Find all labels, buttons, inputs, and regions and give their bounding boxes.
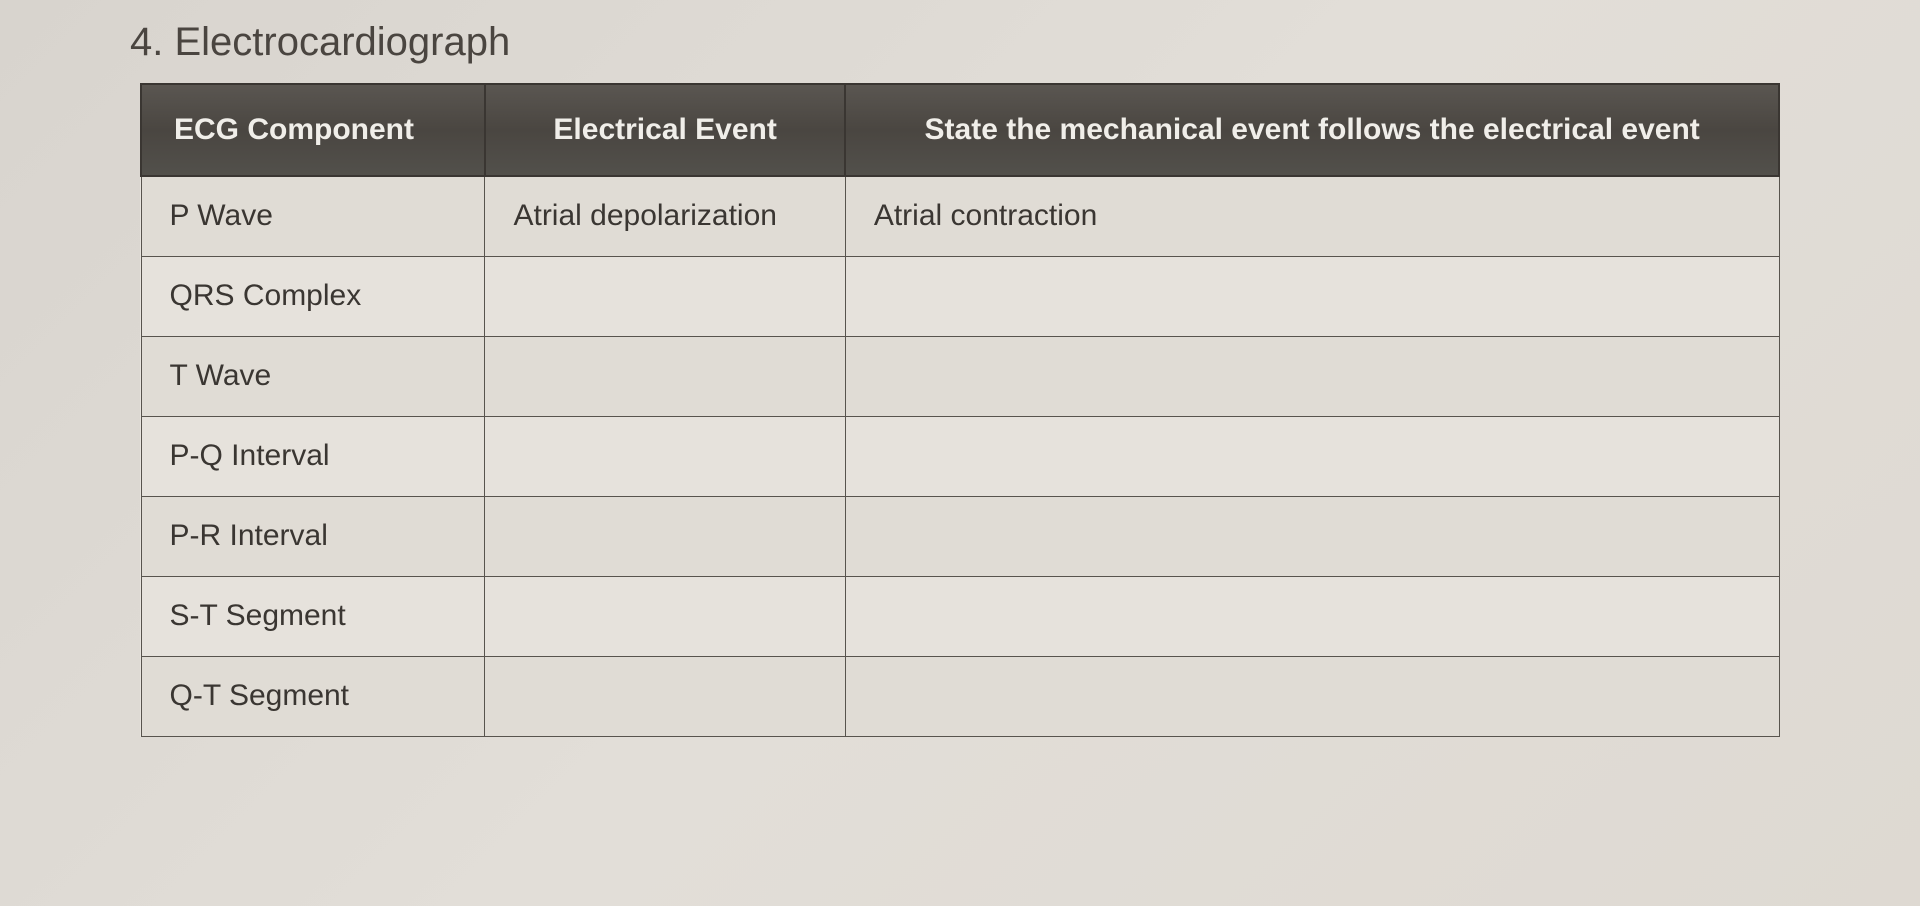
cell-electrical: Atrial depolarization [485, 176, 845, 256]
cell-component: S-T Segment [141, 576, 485, 656]
cell-component: T Wave [141, 336, 485, 416]
table-row: QRS Complex [141, 256, 1779, 336]
cell-component: QRS Complex [141, 256, 485, 336]
cell-mechanical [845, 576, 1779, 656]
cell-mechanical: Atrial contraction [845, 176, 1779, 256]
table-row: T Wave [141, 336, 1779, 416]
ecg-table: ECG Component Electrical Event State the… [140, 83, 1780, 737]
table-header-row: ECG Component Electrical Event State the… [141, 84, 1779, 176]
table-row: Q-T Segment [141, 656, 1779, 736]
cell-electrical [485, 416, 845, 496]
cell-electrical [485, 656, 845, 736]
section-title: 4. Electrocardiograph [130, 20, 1780, 65]
cell-mechanical [845, 256, 1779, 336]
col-header-electrical: Electrical Event [485, 84, 845, 176]
col-header-component: ECG Component [141, 84, 485, 176]
cell-mechanical [845, 656, 1779, 736]
table-row: P-R Interval [141, 496, 1779, 576]
cell-component: Q-T Segment [141, 656, 485, 736]
cell-electrical [485, 256, 845, 336]
cell-component: P-Q Interval [141, 416, 485, 496]
table-row: S-T Segment [141, 576, 1779, 656]
col-header-mechanical: State the mechanical event follows the e… [845, 84, 1779, 176]
cell-component: P-R Interval [141, 496, 485, 576]
cell-electrical [485, 576, 845, 656]
cell-electrical [485, 336, 845, 416]
cell-mechanical [845, 336, 1779, 416]
table-row: P-Q Interval [141, 416, 1779, 496]
table-row: P Wave Atrial depolarization Atrial cont… [141, 176, 1779, 256]
cell-electrical [485, 496, 845, 576]
cell-mechanical [845, 496, 1779, 576]
cell-component: P Wave [141, 176, 485, 256]
cell-mechanical [845, 416, 1779, 496]
